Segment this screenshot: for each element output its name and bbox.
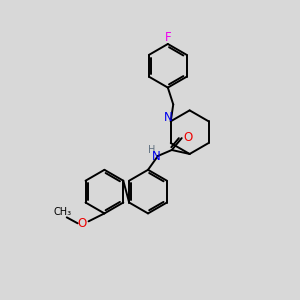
Text: N: N [164,111,172,124]
Text: O: O [77,217,86,230]
Text: N: N [152,150,160,164]
Text: CH₃: CH₃ [54,207,72,218]
Text: O: O [183,130,192,144]
Text: H: H [148,145,156,155]
Text: F: F [164,31,171,44]
